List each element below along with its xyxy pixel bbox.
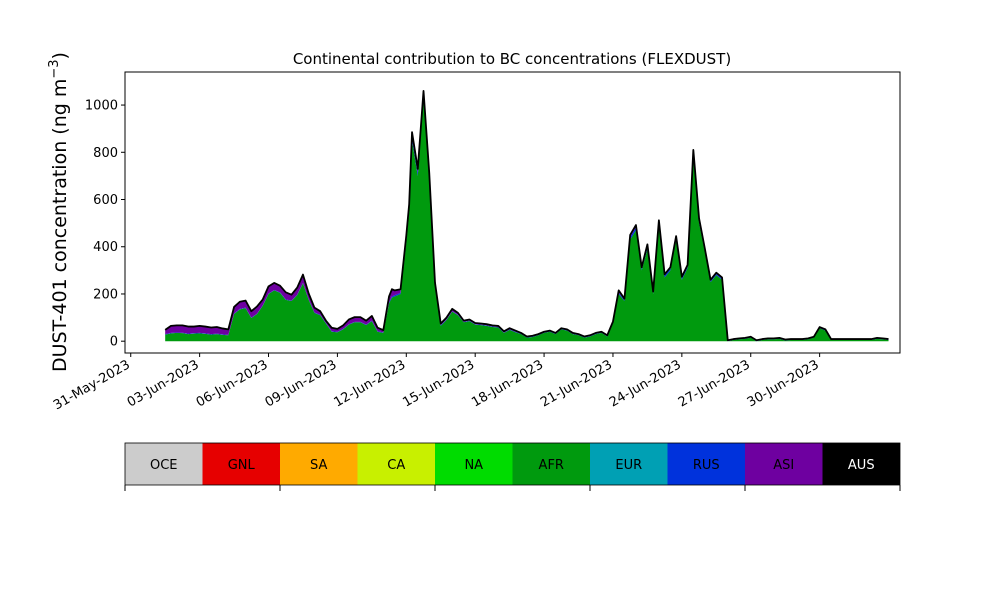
- legend-label-aus: AUS: [848, 458, 875, 473]
- y-tick-label: 200: [93, 287, 118, 302]
- y-axis-label: DUST-401 concentration (ng m−3): [47, 52, 71, 372]
- legend-label-na: NA: [464, 458, 483, 473]
- legend-swatch-rus: [667, 443, 745, 485]
- legend-label-ca: CA: [387, 458, 405, 473]
- legend-swatch-oce: [125, 443, 203, 485]
- y-axis-label-close: ): [49, 52, 71, 59]
- y-tick-label: 1000: [85, 99, 118, 114]
- legend-swatch-eur: [590, 443, 668, 485]
- y-tick-label: 400: [93, 240, 118, 255]
- legend-label-sa: SA: [310, 458, 327, 473]
- plot-frame: [124, 71, 901, 354]
- legend: OCE GNL SA CA NA AFR EUR RUS ASI AUS: [124, 442, 901, 491]
- legend-label-oce: OCE: [150, 458, 178, 473]
- total-line-group: [164, 89, 889, 342]
- chart-title: Continental contribution to BC concentra…: [293, 50, 731, 68]
- legend-swatch-aus: [822, 443, 900, 485]
- y-tick-label: 0: [110, 335, 118, 350]
- area-afr: [165, 97, 889, 342]
- y-axis-label-superscript: −3: [47, 59, 62, 78]
- y-tick-label: 800: [93, 146, 118, 161]
- legend-swatch-na: [435, 443, 513, 485]
- y-axis-label-main: DUST-401 concentration (ng m: [49, 79, 71, 372]
- legend-frame: [124, 442, 901, 486]
- stacked-areas: [165, 90, 889, 342]
- legend-label-rus: RUS: [693, 458, 720, 473]
- legend-swatch-sa: [280, 443, 358, 485]
- total-line: [164, 89, 889, 342]
- legend-swatch-gnl: [202, 443, 280, 485]
- legend-swatch-afr: [512, 443, 590, 485]
- legend-label-eur: EUR: [615, 458, 642, 473]
- legend-swatch-ca: [357, 443, 435, 485]
- y-tick-label: 600: [93, 193, 118, 208]
- y-axis: 0 200 400 600 800 1000: [85, 99, 125, 350]
- legend-label-asi: ASI: [773, 458, 794, 473]
- legend-label-gnl: GNL: [228, 458, 256, 473]
- legend-swatch-asi: [745, 443, 823, 485]
- legend-label-afr: AFR: [539, 458, 564, 473]
